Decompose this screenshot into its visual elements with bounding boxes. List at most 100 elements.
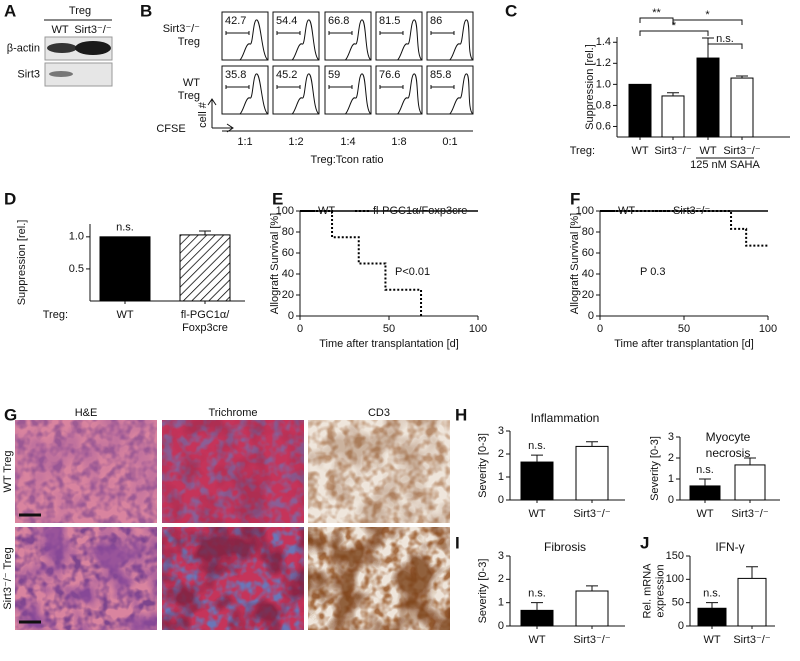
y-tick-label: 2 xyxy=(498,573,504,585)
x-tick-label: Sirt3⁻/⁻ xyxy=(731,508,768,520)
y-tick-label: 80 xyxy=(282,226,294,238)
x-axis-label: Time after transplantation [d] xyxy=(614,338,754,350)
y-tick-label: 0 xyxy=(498,620,504,632)
sig-label: n.s. xyxy=(528,440,546,452)
y-tick-label: 40 xyxy=(282,268,294,280)
x-tick-label: 100 xyxy=(759,323,777,335)
x-tick-label: Sirt3⁻/⁻ xyxy=(654,145,691,157)
gate-value: 42.7 xyxy=(225,15,246,27)
x-tick-label: WT xyxy=(696,508,713,520)
p-value: P<0.01 xyxy=(395,266,430,278)
y-tick-label: 2 xyxy=(498,448,504,460)
sig-bracket xyxy=(707,43,743,49)
y-tick-label: 0.5 xyxy=(69,263,84,275)
tissue-texture xyxy=(308,527,450,630)
row-label: WT xyxy=(183,77,200,89)
histogram xyxy=(291,19,320,61)
y-tick-label: 0 xyxy=(498,494,504,506)
histogram xyxy=(397,73,423,115)
x-tick-label: 50 xyxy=(383,323,395,335)
panel-label: H xyxy=(455,405,467,424)
y-tick-label: 0 xyxy=(668,494,674,506)
bar xyxy=(520,461,554,501)
blot-strip xyxy=(44,62,113,87)
x-tick-label: 0 xyxy=(597,323,603,335)
y-tick-label: 1 xyxy=(498,471,504,483)
gate-value: 45.2 xyxy=(276,69,297,81)
band xyxy=(47,43,77,53)
error-bar xyxy=(199,230,211,235)
axis-label: cell # xyxy=(197,101,209,128)
blot-title: Treg xyxy=(69,5,91,17)
panel-label: A xyxy=(4,1,16,20)
y-tick-label: 80 xyxy=(582,226,594,238)
x-tick-label: 0 xyxy=(297,323,303,335)
tissue-texture xyxy=(308,420,450,523)
sig-label: n.s. xyxy=(528,588,546,600)
tissue-texture xyxy=(15,420,157,523)
gate-value: 66.8 xyxy=(328,15,349,27)
ratio-title: Treg:Tcon ratio xyxy=(311,154,384,166)
blot-row-label: β-actin xyxy=(7,42,40,54)
gate-value: 59 xyxy=(328,69,340,81)
error-bar xyxy=(667,92,679,96)
bar xyxy=(697,607,727,627)
x-tick-label: fl-PGC1α/ xyxy=(181,309,230,321)
ratio-label: 0:1 xyxy=(442,136,457,148)
y-tick-label: 100 xyxy=(576,205,594,217)
chart-title: Fibrosis xyxy=(544,540,586,554)
gate xyxy=(430,31,455,35)
y-tick-label: 50 xyxy=(672,597,684,609)
histogram xyxy=(345,19,372,61)
histogram-box xyxy=(324,11,372,61)
gate-value: 81.5 xyxy=(379,15,400,27)
error-bar xyxy=(586,441,598,447)
group-label: Treg: xyxy=(43,309,68,321)
histogram xyxy=(239,73,269,115)
error-bar xyxy=(531,454,543,463)
y-tick-label: 0 xyxy=(588,310,594,322)
y-tick-label: 100 xyxy=(276,205,294,217)
tissue-texture xyxy=(162,527,304,630)
sig-label: * xyxy=(705,9,710,21)
y-axis-label: Severity [0-3] xyxy=(649,436,661,501)
error-bar xyxy=(746,566,758,579)
histogram xyxy=(291,73,320,115)
panel-label: F xyxy=(570,189,580,208)
histogram-box xyxy=(221,11,269,61)
row-label: Sirt3⁻/⁻ xyxy=(163,23,200,35)
x-tick-label: WT xyxy=(703,634,720,646)
ratio-label: 1:1 xyxy=(237,136,252,148)
sig-bracket xyxy=(672,19,743,25)
y-axis-label: Allograft Survival [%] xyxy=(269,213,281,314)
y-axis-label: expression xyxy=(654,564,666,617)
column-header: CD3 xyxy=(368,407,390,419)
error-bar xyxy=(531,602,543,611)
lane-label: Sirt3⁻/⁻ xyxy=(74,24,111,36)
y-tick-label: 1 xyxy=(668,473,674,485)
gate xyxy=(379,31,404,35)
gate-value: 54.4 xyxy=(276,15,297,27)
column-header: Trichrome xyxy=(208,407,257,419)
y-tick-label: 3 xyxy=(668,431,674,443)
gate xyxy=(328,31,353,35)
gate-value: 76.6 xyxy=(379,69,400,81)
x-tick-label: 50 xyxy=(678,323,690,335)
x-tick-label: WT xyxy=(528,508,545,520)
ratio-label: 1:4 xyxy=(340,136,355,148)
x-tick-label: Foxp3cre xyxy=(182,322,228,334)
sig-label: n.s. xyxy=(716,33,734,45)
x-tick-label: WT xyxy=(116,309,133,321)
y-tick-label: 20 xyxy=(282,289,294,301)
legend-label: fl-PGC1α/Foxp3cre xyxy=(373,205,467,217)
x-tick-label: Sirt3⁻/⁻ xyxy=(733,634,770,646)
gate xyxy=(276,85,301,89)
bar xyxy=(575,590,609,627)
panel-label: D xyxy=(4,189,16,208)
error-bar xyxy=(699,478,711,486)
bar xyxy=(737,577,767,627)
survival-line xyxy=(300,210,423,316)
legend-label: WT xyxy=(618,205,635,217)
y-tick-label: 1.4 xyxy=(596,36,611,48)
x-axis-label: Time after transplantation [d] xyxy=(319,338,459,350)
